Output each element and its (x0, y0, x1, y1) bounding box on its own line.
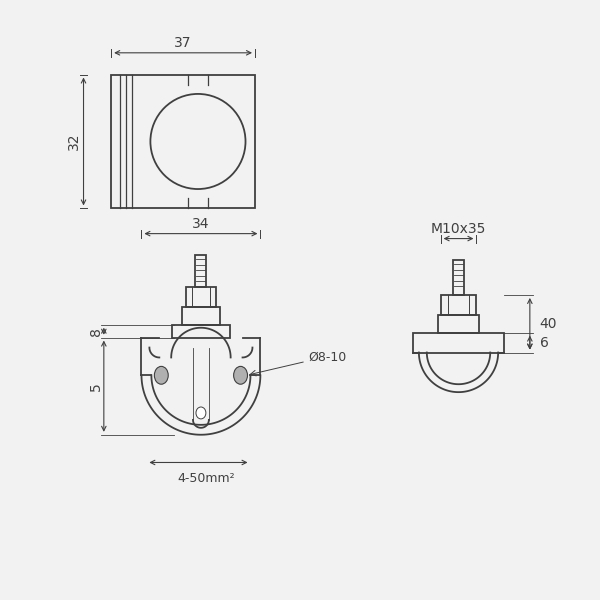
Ellipse shape (154, 367, 168, 384)
Bar (438, 315, 479, 332)
Bar (186, 287, 216, 307)
Bar (172, 325, 230, 338)
Text: 40: 40 (540, 317, 557, 331)
Ellipse shape (233, 367, 247, 384)
Text: M10x35: M10x35 (431, 221, 486, 236)
Text: 34: 34 (192, 217, 209, 231)
Text: 37: 37 (175, 36, 192, 50)
Bar (182, 307, 220, 325)
Text: 6: 6 (540, 335, 548, 350)
Bar (111, 74, 255, 208)
Text: 5: 5 (89, 382, 103, 391)
Text: 4-50mm²: 4-50mm² (177, 472, 235, 485)
Text: Ø8-10: Ø8-10 (308, 351, 346, 364)
Text: 32: 32 (67, 133, 80, 150)
Bar (440, 295, 476, 315)
Text: 8: 8 (89, 327, 103, 335)
Ellipse shape (196, 407, 206, 419)
Bar (452, 260, 464, 295)
Bar (413, 332, 504, 353)
Bar (196, 256, 206, 287)
